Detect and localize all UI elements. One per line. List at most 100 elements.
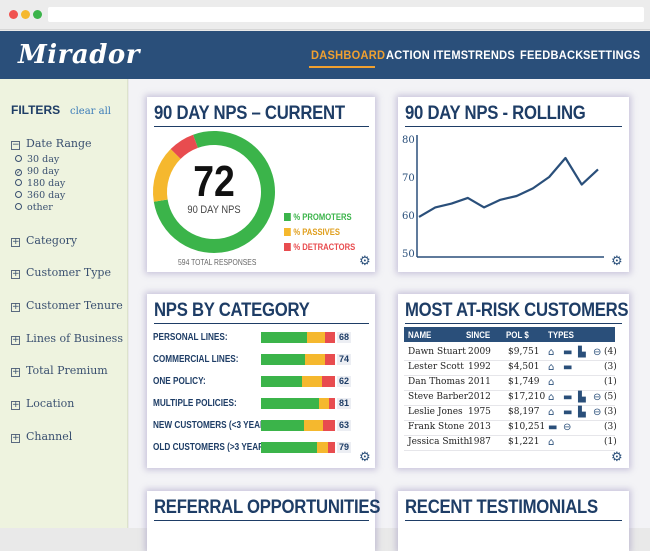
gear-icon[interactable]: ⚙ [611, 450, 623, 465]
nps-current-card: 90 DAY NPS – CURRENT 72 90 DAY NPS 594 T… [147, 97, 375, 272]
cell-count: (5) [604, 392, 617, 402]
category-score: 74 [337, 354, 351, 365]
promoter-segment [261, 420, 304, 431]
radio-icon[interactable] [15, 191, 22, 198]
cell-count: (3) [604, 362, 617, 372]
category-score: 81 [337, 398, 351, 409]
other-policy-icon: ⊖ [563, 422, 572, 433]
expand-icon[interactable]: + [11, 335, 20, 345]
detractor-segment [329, 398, 335, 409]
expand-icon[interactable]: + [11, 269, 20, 279]
category-bar [261, 398, 335, 409]
auto-policy-icon: ▬ [563, 392, 573, 403]
referral-opportunities-card: REFERRAL OPPORTUNITIES [147, 491, 380, 551]
cell-pol: $17,210 [508, 392, 546, 402]
maximize-window-icon[interactable] [33, 10, 42, 19]
card-title: 90 DAY NPS – CURRENT [154, 103, 345, 124]
filter-date-range[interactable]: − Date Range [11, 137, 92, 150]
nps-rolling-line-chart: 80 70 60 50 [402, 135, 604, 260]
filter-location[interactable]: + Location [11, 397, 75, 410]
date-option-90[interactable]: ✓ 90 day [15, 166, 60, 177]
title-divider [405, 520, 622, 521]
legend-passives: % PASSIVES [284, 227, 340, 237]
gear-icon[interactable]: ⚙ [359, 450, 371, 465]
expand-icon[interactable]: + [11, 400, 20, 410]
category-label: COMMERCIAL LINES: [153, 354, 239, 365]
filter-category[interactable]: + Category [11, 234, 78, 247]
promoter-segment [261, 354, 306, 365]
col-since[interactable]: SINCE [466, 330, 491, 340]
home-policy-icon: ⌂ [548, 392, 555, 403]
card-title: 90 DAY NPS - ROLLING [405, 103, 586, 124]
detractor-segment [324, 354, 335, 365]
date-option-360[interactable]: 360 day [15, 190, 65, 201]
app-logo[interactable]: Mirador [18, 40, 140, 70]
promoters-arc [153, 131, 275, 253]
home-policy-icon: ⌂ [548, 377, 555, 388]
address-bar[interactable] [48, 7, 644, 22]
promoter-segment [261, 376, 302, 387]
promoter-swatch [284, 213, 291, 221]
radio-icon[interactable] [15, 179, 22, 186]
nav-action-items[interactable]: ACTION ITEMS [386, 48, 469, 62]
y-tick-label: 70 [402, 173, 415, 184]
col-pol[interactable]: POL $ [506, 330, 529, 340]
filter-lines-of-business[interactable]: + Lines of Business [11, 332, 123, 345]
expand-icon[interactable]: + [11, 433, 20, 443]
table-header: NAME SINCE POL $ TYPES [404, 327, 615, 342]
close-window-icon[interactable] [9, 10, 18, 19]
nps-donut-chart [153, 131, 275, 253]
detractor-segment [323, 420, 335, 431]
card-title: REFERRAL OPPORTUNITIES [154, 497, 381, 518]
category-label: MULTIPLE POLICIES: [153, 398, 237, 409]
other-policy-icon: ⊖ [593, 407, 602, 418]
expand-icon[interactable]: + [11, 302, 20, 312]
cell-name[interactable]: Jessica Smith [408, 437, 470, 447]
col-types[interactable]: TYPES [548, 330, 574, 340]
card-title: NPS BY CATEGORY [154, 300, 310, 321]
detractor-swatch [284, 243, 291, 251]
row-divider [404, 405, 615, 406]
filter-total-premium[interactable]: + Total Premium [11, 364, 108, 377]
cell-name[interactable]: Frank Stone [408, 422, 465, 432]
radio-checked-icon[interactable]: ✓ [15, 168, 22, 176]
detractor-segment [327, 442, 335, 453]
cell-name[interactable]: Lester Scott [408, 362, 464, 372]
filter-customer-type[interactable]: + Customer Type [11, 266, 111, 279]
radio-icon[interactable] [15, 155, 22, 162]
clear-all-link[interactable]: clear all [70, 106, 111, 117]
cell-since: 2011 [468, 377, 491, 387]
minimize-window-icon[interactable] [21, 10, 30, 19]
cell-name[interactable]: Steve Barber [408, 392, 469, 402]
date-option-other[interactable]: other [15, 202, 53, 213]
expand-icon[interactable]: + [11, 367, 20, 377]
category-label: PERSONAL LINES: [153, 332, 228, 343]
cell-name[interactable]: Dan Thomas [408, 377, 465, 387]
commercial-policy-icon: ▙ [578, 392, 586, 403]
passive-segment [317, 442, 328, 453]
filters-heading: FILTERS [11, 103, 61, 117]
category-label: OLD CUSTOMERS (>3 YEARS): [153, 442, 276, 453]
collapse-icon[interactable]: − [11, 140, 20, 150]
nav-trends[interactable]: TRENDS [468, 48, 516, 62]
radio-icon[interactable] [15, 203, 22, 210]
nav-settings[interactable]: SETTINGS [583, 48, 641, 62]
nav-dashboard[interactable]: DASHBOARD [311, 48, 386, 62]
cell-name[interactable]: Dawn Stuart [408, 347, 466, 357]
category-bar [261, 332, 335, 343]
card-title: MOST AT-RISK CUSTOMERS [405, 300, 629, 321]
filter-customer-tenure[interactable]: + Customer Tenure [11, 299, 123, 312]
gear-icon[interactable]: ⚙ [359, 254, 371, 269]
date-option-180[interactable]: 180 day [15, 178, 65, 189]
commercial-policy-icon: ▙ [578, 347, 586, 358]
at-risk-customers-card: MOST AT-RISK CUSTOMERS NAME SINCE POL $ … [398, 294, 629, 468]
expand-icon[interactable]: + [11, 237, 20, 247]
cell-count: (3) [604, 422, 617, 432]
filter-channel[interactable]: + Channel [11, 430, 73, 443]
cell-name[interactable]: Leslie Jones [408, 407, 463, 417]
gear-icon[interactable]: ⚙ [611, 254, 623, 269]
col-name[interactable]: NAME [408, 330, 432, 340]
nav-feedback[interactable]: FEEDBACK [520, 48, 584, 62]
card-title: RECENT TESTIMONIALS [405, 497, 598, 518]
date-option-30[interactable]: 30 day [15, 154, 59, 165]
